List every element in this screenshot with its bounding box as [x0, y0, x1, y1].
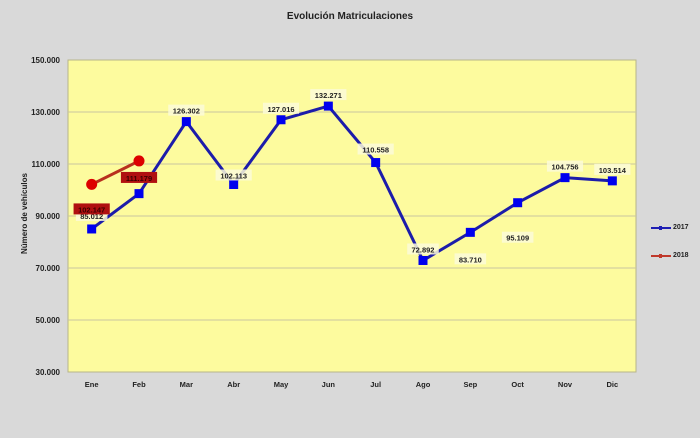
- x-tick-label: Feb: [132, 380, 146, 389]
- x-tick-label: Abr: [227, 380, 240, 389]
- y-tick-label: 130.000: [31, 108, 60, 117]
- data-label: 111.179: [126, 174, 152, 183]
- legend-label: 2017: [673, 224, 689, 231]
- y-tick-label: 90.000: [36, 212, 61, 221]
- legend-line-icon: [651, 225, 671, 230]
- data-label-bg: [73, 203, 110, 215]
- x-tick-label: Ene: [85, 380, 99, 389]
- data-point-marker: [465, 227, 475, 237]
- data-label: 102.113: [220, 172, 247, 181]
- data-label-bg: [215, 169, 252, 181]
- data-label: 126.302: [173, 107, 200, 116]
- data-point-marker: [181, 117, 191, 127]
- data-label: 103.514: [599, 166, 627, 175]
- y-tick-label: 70.000: [36, 264, 61, 273]
- y-tick-label: 150.000: [31, 56, 60, 65]
- y-tick-label: 110.000: [32, 160, 61, 169]
- x-tick-label: May: [274, 380, 289, 389]
- y-tick-label: 50.000: [36, 316, 61, 325]
- x-tick-label: Jun: [322, 380, 336, 389]
- gridlines: [68, 111, 636, 321]
- x-tick-label: Oct: [511, 380, 524, 389]
- data-label-bg: [75, 209, 108, 221]
- data-label: 85.012: [80, 212, 103, 221]
- legend-line-icon: [651, 253, 671, 258]
- data-point-marker: [513, 198, 523, 208]
- data-label-bg: [357, 143, 394, 155]
- data-label: 132.271: [315, 91, 342, 100]
- data-label-bg: [546, 160, 584, 172]
- legend-label: 2018: [673, 252, 689, 259]
- data-point-marker: [607, 176, 617, 186]
- data-label: 102.147: [78, 205, 105, 214]
- data-label: 95.109: [506, 234, 529, 243]
- data-point-marker: [133, 155, 145, 167]
- legend-item-2018: 2018: [651, 252, 689, 259]
- data-labels: 85.012 126.302 102.113 127.016 132.271 110.55…: [73, 89, 631, 265]
- data-point-marker: [229, 180, 239, 190]
- data-label-bg: [594, 163, 631, 175]
- data-label-bg: [501, 231, 534, 243]
- data-point-marker: [371, 158, 381, 168]
- x-tick-label: Jul: [370, 380, 381, 389]
- x-tick-label: Ago: [416, 380, 431, 389]
- series-line-2017: [90, 104, 613, 263]
- series-line-2018: [91, 159, 140, 186]
- data-label: 72.892: [412, 245, 435, 254]
- data-point-marker: [86, 178, 98, 190]
- data-point-marker: [418, 255, 428, 265]
- data-label: 104.756: [551, 163, 578, 172]
- x-tick-label: Nov: [558, 380, 573, 389]
- data-label-bg: [310, 89, 347, 101]
- data-label-bg: [262, 102, 300, 114]
- data-label: 127.016: [267, 105, 294, 114]
- x-tick-label: Dic: [606, 380, 618, 389]
- data-point-marker: [323, 101, 333, 111]
- series-group: [86, 101, 617, 265]
- data-label: 110.558: [362, 146, 389, 155]
- x-axis-ticks: Ene Feb Mar Abr May Jun Jul Ago Sep Oct Nov Dic: [85, 380, 618, 389]
- legend-item-2017: 2017: [651, 224, 689, 231]
- data-point-marker: [560, 173, 570, 183]
- data-label-bg: [454, 253, 487, 265]
- data-label-bg: [120, 171, 158, 183]
- y-tick-label: 30.000: [36, 368, 61, 377]
- x-tick-label: Sep: [463, 380, 477, 389]
- x-tick-label: Mar: [180, 380, 193, 389]
- data-label-bg: [407, 243, 439, 255]
- data-label: 83.710: [459, 255, 482, 264]
- data-point-marker: [276, 115, 286, 125]
- data-label-bg: [168, 104, 205, 116]
- chart-title: Evolución Matriculaciones: [286, 11, 414, 22]
- y-axis-ticks: 30.000 50.000 70.000 90.000 110.000 130.000 15…: [31, 56, 60, 377]
- data-point-marker: [134, 189, 144, 199]
- data-point-marker: [87, 224, 97, 234]
